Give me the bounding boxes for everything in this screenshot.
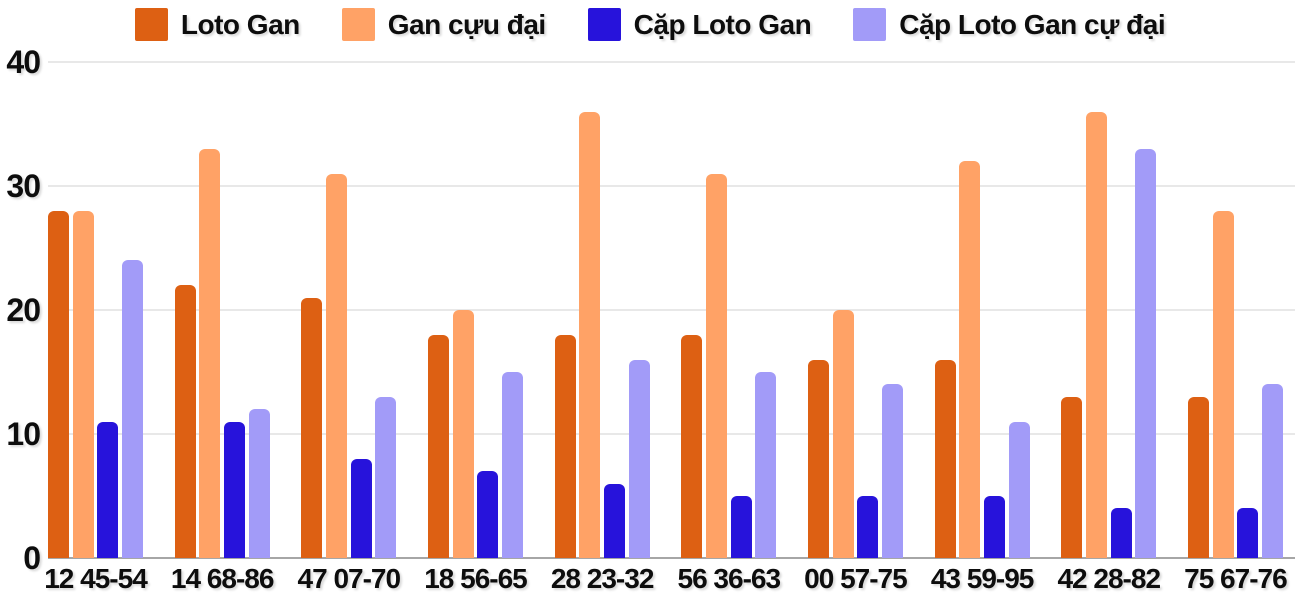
legend-label: Loto Gan — [180, 8, 300, 40]
bar-group-3: 18 56-65 — [424, 62, 528, 593]
bar-cặp-loto-gan-cự-đại-3[interactable] — [501, 372, 523, 558]
bar-loto-gan-0[interactable] — [48, 210, 69, 558]
legend-swatch-icon — [853, 8, 887, 41]
bar-group-5: 56 36-63 — [678, 62, 781, 593]
x-axis-label-2: 47 07-70 — [297, 563, 402, 594]
bar-cặp-loto-gan-cự-đại-5[interactable] — [755, 372, 777, 558]
x-axis-label-4: 28 23-32 — [550, 563, 655, 594]
legend-swatch-icon — [134, 8, 168, 41]
legend-swatch-icon — [587, 8, 621, 41]
bar-group-4: 28 23-32 — [551, 62, 654, 593]
bar-group-7: 43 59-95 — [931, 62, 1034, 593]
bar-group-9: 75 67-76 — [1184, 62, 1288, 593]
gridline-30 — [48, 185, 1295, 187]
bar-cặp-loto-gan-cự-đại-8[interactable] — [1135, 148, 1157, 558]
bar-cặp-loto-gan-cự-đại-0[interactable] — [121, 260, 143, 558]
x-axis-label-8: 42 28-82 — [1057, 563, 1161, 594]
y-tick-label-10: 10 — [6, 416, 41, 452]
bar-cặp-loto-gan-cự-đại-1[interactable] — [248, 409, 270, 558]
bar-loto-gan-1[interactable] — [174, 285, 196, 558]
y-tick-label-40: 40 — [6, 44, 41, 80]
bar-gan-cựu-đại-1[interactable] — [199, 148, 221, 558]
x-axis-label-7: 43 59-95 — [930, 563, 1035, 594]
bar-cặp-loto-gan-0[interactable] — [97, 421, 119, 558]
bar-cặp-loto-gan-3[interactable] — [477, 471, 499, 558]
bar-cặp-loto-gan-7[interactable] — [983, 496, 1005, 558]
x-axis-label-3: 18 56-65 — [424, 563, 528, 594]
legend-item-0[interactable]: Loto Gan — [134, 8, 300, 41]
bar-gan-cựu-đại-3[interactable] — [452, 310, 474, 558]
bar-cặp-loto-gan-8[interactable] — [1110, 508, 1132, 558]
bar-gan-cựu-đại-5[interactable] — [705, 173, 727, 558]
bar-gan-cựu-đại-9[interactable] — [1212, 210, 1234, 558]
bar-gan-cựu-đại-7[interactable] — [959, 161, 981, 558]
bar-cặp-loto-gan-cự-đại-6[interactable] — [881, 384, 903, 558]
bar-cặp-loto-gan-6[interactable] — [857, 496, 879, 558]
bar-gan-cựu-đại-8[interactable] — [1085, 111, 1107, 558]
bar-cặp-loto-gan-cự-đại-7[interactable] — [1008, 421, 1030, 558]
bar-loto-gan-9[interactable] — [1187, 396, 1209, 558]
legend-label: Cặp Loto Gan cự đại — [899, 8, 1166, 40]
bar-group-6: 00 57-75 — [804, 62, 908, 593]
bar-loto-gan-6[interactable] — [807, 359, 829, 558]
bar-groups: 12 45-54 14 68-86 47 07-70 18 56-65 28 23-32… — [44, 62, 1288, 593]
y-tick-label-20: 20 — [6, 292, 41, 328]
plot-area: 0 10 20 30 40 12 45-54 14 68-86 47 07-70 18 56-… — [6, 46, 1295, 593]
bar-loto-gan-7[interactable] — [934, 359, 956, 558]
bar-cặp-loto-gan-2[interactable] — [350, 458, 372, 558]
legend-item-1[interactable]: Gan cựu đại — [341, 8, 546, 41]
y-tick-label-30: 30 — [6, 168, 41, 204]
y-tick-label-0: 0 — [23, 540, 41, 576]
gridline-10 — [48, 433, 1295, 435]
gridline-40 — [48, 61, 1295, 63]
x-axis-label-5: 56 36-63 — [677, 563, 782, 594]
bar-cặp-loto-gan-9[interactable] — [1237, 508, 1259, 558]
bar-loto-gan-5[interactable] — [681, 334, 703, 558]
bar-loto-gan-3[interactable] — [427, 334, 449, 558]
chart-legend: Loto Gan Gan cựu đại Cặp Loto Gan Cặp Loto … — [0, 8, 1300, 41]
bar-gan-cựu-đại-0[interactable] — [72, 210, 94, 558]
gridline-20 — [48, 309, 1295, 311]
bar-cặp-loto-gan-1[interactable] — [223, 421, 245, 558]
bar-loto-gan-8[interactable] — [1061, 396, 1083, 558]
x-axis-label-6: 00 57-75 — [804, 563, 908, 594]
bar-cặp-loto-gan-cự-đại-4[interactable] — [628, 359, 650, 558]
legend-label: Cặp Loto Gan — [633, 8, 812, 40]
bar-cặp-loto-gan-5[interactable] — [730, 496, 752, 558]
legend-item-2[interactable]: Cặp Loto Gan — [587, 8, 812, 41]
x-axis-label-1: 14 68-86 — [170, 563, 275, 594]
bar-cặp-loto-gan-cự-đại-2[interactable] — [375, 396, 397, 558]
legend-label: Gan cựu đại — [387, 8, 546, 40]
bar-group-8: 42 28-82 — [1057, 62, 1161, 593]
bar-gan-cựu-đại-4[interactable] — [579, 111, 601, 558]
bar-group-1: 14 68-86 — [171, 62, 274, 593]
bar-loto-gan-2[interactable] — [301, 297, 323, 558]
x-axis-label-9: 75 67-76 — [1184, 563, 1288, 594]
x-axis-label-0: 12 45-54 — [44, 563, 148, 594]
bar-gan-cựu-đại-6[interactable] — [832, 310, 854, 558]
bar-cặp-loto-gan-4[interactable] — [603, 483, 625, 558]
bar-cặp-loto-gan-cự-đại-9[interactable] — [1261, 384, 1283, 558]
legend-swatch-icon — [341, 8, 375, 41]
bar-group-0: 12 45-54 — [44, 62, 148, 593]
bar-loto-gan-4[interactable] — [554, 334, 576, 558]
bar-gan-cựu-đại-2[interactable] — [325, 173, 347, 558]
bar-group-2: 47 07-70 — [298, 62, 401, 593]
x-axis-baseline — [48, 557, 1295, 559]
legend-item-3[interactable]: Cặp Loto Gan cự đại — [853, 8, 1166, 41]
